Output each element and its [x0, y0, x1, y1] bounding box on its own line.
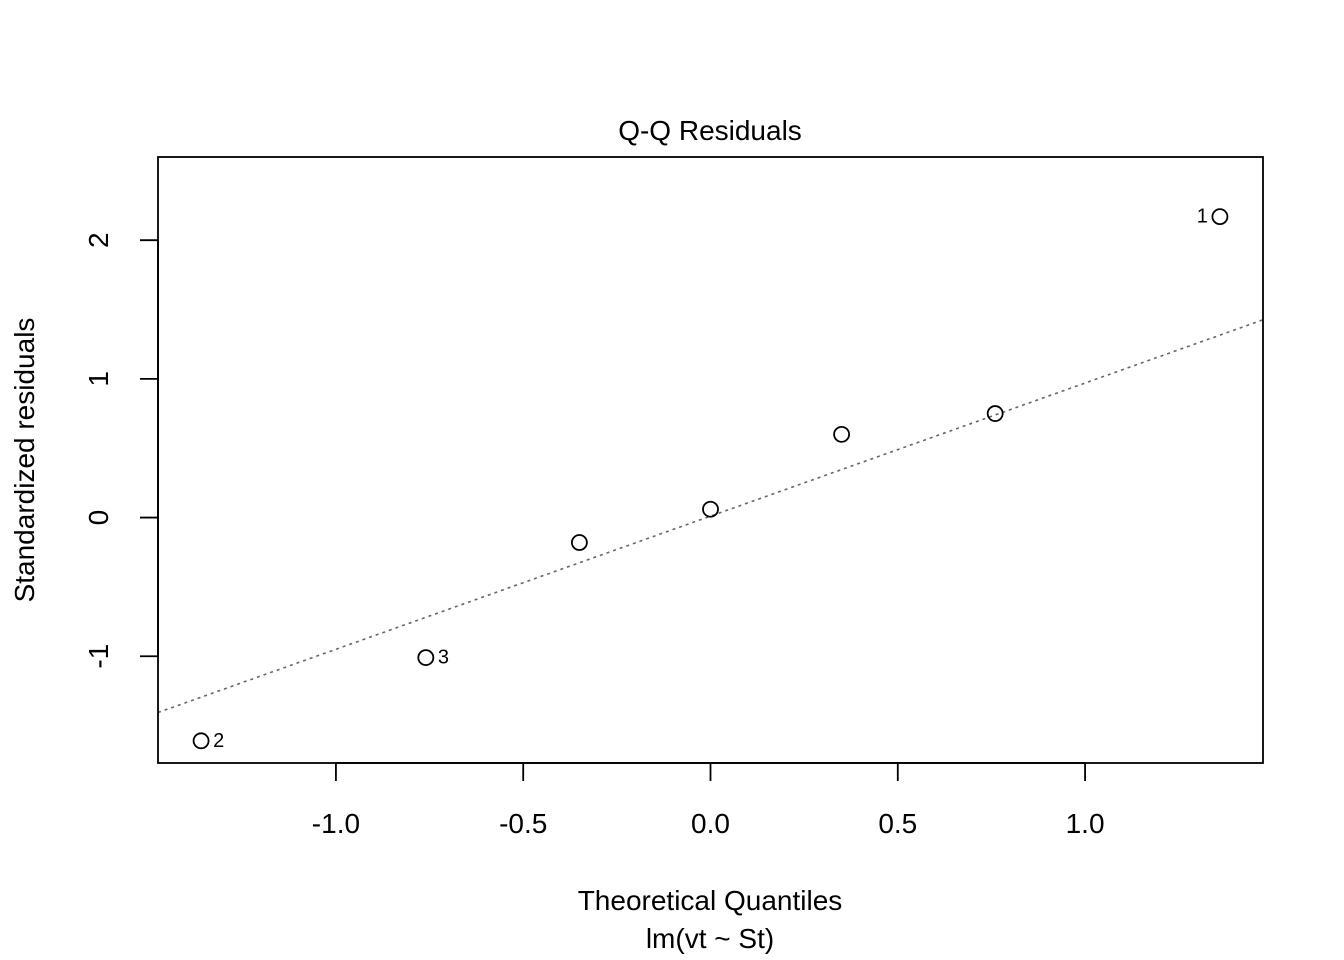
y-axis-title: Standardized residuals: [9, 318, 40, 603]
chart-title: Q-Q Residuals: [618, 115, 802, 146]
point-label: 3: [438, 647, 449, 669]
x-tick-label: 0.5: [878, 808, 917, 839]
data-point: [986, 405, 1004, 422]
y-tick-label: -1: [83, 644, 114, 669]
plot-area: 2 3 1: [157, 156, 1264, 764]
x-axis-title: Theoretical Quantiles: [578, 885, 843, 916]
x-tick-label: 0.0: [691, 808, 730, 839]
data-point: [833, 425, 851, 443]
x-axis: -1.0 -0.5 0.0 0.5 1.0: [312, 762, 1105, 839]
data-point: [570, 534, 588, 551]
x-axis-subtitle: lm(vt ~ St): [646, 923, 774, 954]
x-tick-label: 1.0: [1066, 808, 1105, 839]
plot-frame: [157, 156, 1264, 764]
point-label: 1: [1197, 206, 1208, 228]
data-point: [192, 732, 210, 750]
point-label: 2: [213, 730, 224, 752]
y-tick-label: 2: [83, 232, 114, 248]
x-tick-label: -1.0: [312, 808, 360, 839]
y-tick-label: 0: [83, 510, 114, 526]
y-axis: -1 0 1 2: [83, 232, 159, 669]
y-tick-label: 1: [83, 371, 114, 387]
data-point: [702, 500, 719, 518]
data-point: [1211, 208, 1229, 226]
data-point: [417, 649, 435, 667]
x-tick-label: -0.5: [499, 808, 547, 839]
